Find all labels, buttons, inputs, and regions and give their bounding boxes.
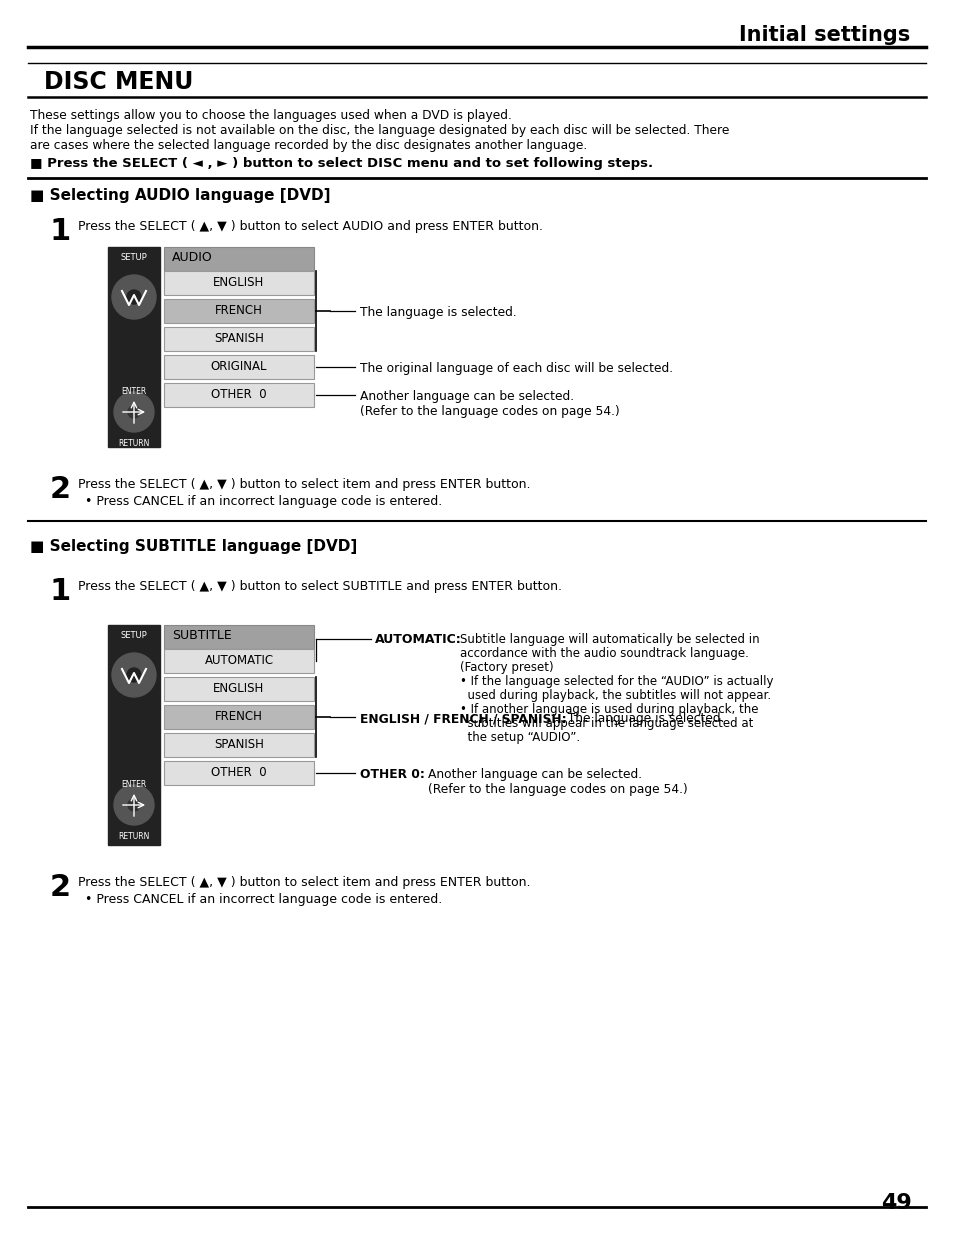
Text: Press the SELECT ( ▲, ▼ ) button to select item and press ENTER button.: Press the SELECT ( ▲, ▼ ) button to sele… (78, 478, 530, 492)
Text: used during playback, the subtitles will not appear.: used during playback, the subtitles will… (459, 689, 770, 701)
Text: • Press CANCEL if an incorrect language code is entered.: • Press CANCEL if an incorrect language … (85, 893, 442, 906)
Bar (164, 327, 314, 351)
Circle shape (128, 799, 140, 811)
Bar (164, 705, 314, 729)
Circle shape (128, 406, 140, 417)
Text: AUDIO: AUDIO (172, 251, 213, 264)
Text: ENGLISH: ENGLISH (213, 683, 264, 695)
Text: SPANISH: SPANISH (213, 332, 264, 346)
Circle shape (127, 668, 141, 682)
Text: 49: 49 (881, 1193, 911, 1213)
Circle shape (112, 653, 156, 697)
Bar (164, 625, 314, 650)
Text: DISC MENU: DISC MENU (44, 70, 193, 94)
Text: ■ Press the SELECT ( ◄ , ► ) button to select DISC menu and to set following ste: ■ Press the SELECT ( ◄ , ► ) button to s… (30, 157, 653, 170)
Text: subtitles will appear in the language selected at: subtitles will appear in the language se… (459, 718, 753, 730)
Text: (Refer to the language codes on page 54.): (Refer to the language codes on page 54.… (428, 783, 687, 797)
Text: • If another language is used during playback, the: • If another language is used during pla… (459, 703, 758, 716)
Text: Another language can be selected.: Another language can be selected. (359, 390, 574, 403)
Circle shape (113, 785, 153, 825)
Text: SUBTITLE: SUBTITLE (172, 629, 232, 642)
Text: SPANISH: SPANISH (213, 739, 264, 752)
Text: (Factory preset): (Factory preset) (459, 661, 553, 674)
Text: Press the SELECT ( ▲, ▼ ) button to select AUDIO and press ENTER button.: Press the SELECT ( ▲, ▼ ) button to sele… (78, 220, 542, 233)
Text: Another language can be selected.: Another language can be selected. (428, 768, 641, 781)
Text: These settings allow you to choose the languages used when a DVD is played.: These settings allow you to choose the l… (30, 109, 512, 122)
Bar (164, 354, 314, 379)
Text: ENTER: ENTER (121, 781, 147, 789)
Bar (164, 247, 314, 270)
Bar (164, 270, 314, 295)
Text: Initial settings: Initial settings (738, 25, 909, 44)
Text: ENTER: ENTER (121, 387, 147, 396)
Bar (108, 247, 160, 447)
Text: • If the language selected for the “AUDIO” is actually: • If the language selected for the “AUDI… (459, 676, 773, 688)
Text: Press the SELECT ( ▲, ▼ ) button to select item and press ENTER button.: Press the SELECT ( ▲, ▼ ) button to sele… (78, 876, 530, 889)
Bar (164, 650, 314, 673)
Circle shape (127, 290, 141, 304)
Text: accordance with the audio soundtrack language.: accordance with the audio soundtrack lan… (459, 647, 748, 659)
Circle shape (112, 275, 156, 319)
Text: 1: 1 (50, 577, 71, 606)
Bar (164, 383, 314, 408)
Text: Press the SELECT ( ▲, ▼ ) button to select SUBTITLE and press ENTER button.: Press the SELECT ( ▲, ▼ ) button to sele… (78, 580, 561, 593)
Bar (164, 299, 314, 324)
Text: OTHER 0:: OTHER 0: (359, 768, 424, 781)
Text: 2: 2 (50, 873, 71, 902)
Text: • Press CANCEL if an incorrect language code is entered.: • Press CANCEL if an incorrect language … (85, 495, 442, 508)
Text: ■ Selecting SUBTITLE language [DVD]: ■ Selecting SUBTITLE language [DVD] (30, 538, 356, 555)
Text: AUTOMATIC:: AUTOMATIC: (375, 634, 461, 646)
Text: FRENCH: FRENCH (214, 305, 263, 317)
Text: RETURN: RETURN (118, 438, 150, 448)
Text: The language is selected.: The language is selected. (559, 713, 723, 725)
Text: If the language selected is not available on the disc, the language designated b: If the language selected is not availabl… (30, 124, 729, 137)
Text: FRENCH: FRENCH (214, 710, 263, 724)
Text: ■ Selecting AUDIO language [DVD]: ■ Selecting AUDIO language [DVD] (30, 188, 330, 203)
Text: RETURN: RETURN (118, 832, 150, 841)
Text: ENGLISH / FRENCH / SPANISH:: ENGLISH / FRENCH / SPANISH: (359, 713, 566, 725)
Bar (164, 677, 314, 701)
Circle shape (113, 391, 153, 432)
Bar (108, 625, 160, 845)
Text: (Refer to the language codes on page 54.): (Refer to the language codes on page 54.… (359, 405, 619, 417)
Text: 1: 1 (50, 217, 71, 246)
Text: OTHER  0: OTHER 0 (211, 389, 267, 401)
Text: The original language of each disc will be selected.: The original language of each disc will … (359, 362, 673, 375)
Text: ENGLISH: ENGLISH (213, 277, 264, 289)
Text: Subtitle language will automatically be selected in: Subtitle language will automatically be … (459, 634, 759, 646)
Text: SETUP: SETUP (120, 253, 147, 262)
Text: AUTOMATIC: AUTOMATIC (204, 655, 274, 667)
Text: SETUP: SETUP (120, 631, 147, 640)
Bar (164, 761, 314, 785)
Text: OTHER  0: OTHER 0 (211, 767, 267, 779)
Bar (164, 734, 314, 757)
Text: The language is selected.: The language is selected. (359, 306, 517, 319)
Text: 2: 2 (50, 475, 71, 504)
Text: are cases where the selected language recorded by the disc designates another la: are cases where the selected language re… (30, 140, 587, 152)
Text: ORIGINAL: ORIGINAL (211, 361, 267, 373)
Text: the setup “AUDIO”.: the setup “AUDIO”. (459, 731, 579, 743)
